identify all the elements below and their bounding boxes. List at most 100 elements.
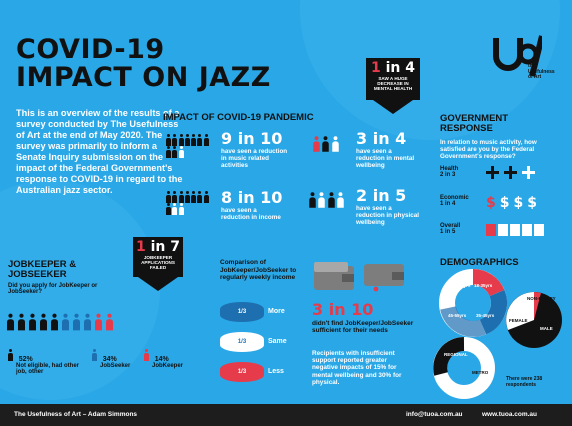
people-icon-group	[166, 134, 216, 158]
person-icon	[51, 313, 58, 331]
footer-email-link[interactable]: info@tuoa.com.au	[406, 411, 463, 418]
person-icon	[309, 192, 316, 208]
wallet-note: Recipients with insufficient support rep…	[312, 350, 402, 386]
overall-block	[534, 224, 544, 236]
person-icon	[191, 191, 197, 203]
dollar-icon: $	[513, 195, 524, 211]
jobkeeper-item: 14% JobKeeper	[144, 348, 200, 369]
person-icon	[203, 134, 209, 146]
government-question: In relation to music activity, how satis…	[440, 139, 537, 161]
comparison-label: Same	[268, 338, 287, 345]
people-icon-group	[7, 313, 118, 331]
gender-label: MALE	[540, 326, 553, 331]
comparison-label: More	[268, 308, 285, 315]
arrow-stat: 1 in 7	[135, 239, 180, 255]
dollar-icon: $	[527, 195, 537, 211]
arrow-tip	[373, 100, 413, 114]
mental-health-arrow: 1 in 4 SAW A HUGE DECREASE IN MENTAL HEA…	[366, 58, 420, 114]
person-icon	[184, 134, 190, 146]
footer: The Usefulness of Art – Adam Simmons inf…	[0, 404, 572, 426]
person-icon	[172, 134, 178, 146]
impact-stat-value: 3 in 4	[356, 129, 407, 148]
people-icon-group	[166, 191, 216, 215]
overall-blocks	[486, 223, 546, 241]
impact-stat-value: 9 in 10	[221, 129, 283, 148]
wallet-stat-text: didn't find JobKeeper/JobSeeker sufficie…	[312, 320, 414, 334]
comparison-level-more: 1/3	[220, 302, 264, 322]
comparison-level-less: 1/3	[220, 362, 264, 382]
gender-label: NON-BINARY	[527, 296, 556, 301]
impact-stat-text: have seen a reduction in income	[221, 207, 281, 222]
comparison-heading: Comparison of JobKeeper/JobSeeker to reg…	[220, 259, 297, 281]
economic-dollars: $ $ $ $	[486, 194, 541, 212]
impact-stat-text: have seen a reduction in physical wellbe…	[356, 205, 419, 227]
impact-stat-value: 2 in 5	[356, 186, 407, 205]
footer-credit: The Usefulness of Art – Adam Simmons	[14, 411, 138, 418]
overall-block	[498, 224, 508, 236]
age-donut-chart	[439, 269, 507, 337]
region-label: METRO	[472, 370, 489, 375]
government-heading: GOVERNMENT RESPONSE	[440, 113, 509, 134]
person-icon	[191, 134, 197, 146]
age-label: 35-45yrs	[476, 313, 495, 318]
jobkeeper-heading: JOBKEEPER & JOBSEEKER	[8, 259, 77, 280]
person-icon	[178, 146, 184, 158]
arrow-stat: 1 in 4	[370, 60, 415, 76]
person-icon	[29, 313, 36, 331]
comparison-label: Less	[268, 368, 284, 375]
person-icon	[197, 134, 203, 146]
people-icon-group	[309, 192, 344, 208]
impact-stat-value: 8 in 10	[221, 188, 283, 207]
person-icon	[40, 313, 47, 331]
person-icon	[172, 191, 178, 203]
person-icon	[62, 313, 69, 331]
demographics-heading: DEMOGRAPHICS	[440, 257, 519, 268]
region-donut-chart	[433, 337, 495, 399]
person-icon	[184, 191, 190, 203]
person-icon	[106, 313, 113, 331]
gov-row-label: Overall 1 in 5	[440, 223, 461, 235]
people-icon-group	[313, 136, 339, 152]
health-cross-icon	[486, 166, 499, 179]
applications-failed-arrow: 1 in 7 JOBKEEPER APPLICATIONS FAILED	[133, 237, 183, 291]
arrow-caption: JOBKEEPER APPLICATIONS FAILED	[141, 255, 175, 270]
person-icon	[166, 191, 171, 203]
person-icon	[331, 136, 339, 152]
person-icon	[144, 349, 149, 361]
person-icon	[327, 192, 335, 208]
person-icon	[197, 191, 203, 203]
jobkeeper-item: 52% Not eligible, had other job, other	[8, 348, 88, 375]
person-icon	[172, 146, 178, 158]
logo-text: the Usefulness of Art	[528, 63, 555, 80]
person-icon	[73, 313, 80, 331]
gender-label: FEMALE	[509, 318, 528, 323]
person-icon	[203, 191, 209, 203]
person-icon	[178, 191, 184, 203]
dollar-icon: $	[499, 195, 510, 211]
overall-block	[486, 224, 496, 236]
intro-text: This is an overview of the results of a …	[16, 108, 183, 195]
overall-block	[510, 224, 520, 236]
footer-web-link[interactable]: www.tuoa.com.au	[482, 411, 538, 418]
age-label: 18-35yrs	[474, 283, 493, 288]
wallet-icon	[314, 262, 354, 290]
gov-row-label: Economic 1 in 4	[440, 195, 469, 207]
gender-pie-chart	[506, 292, 562, 348]
person-icon	[166, 134, 171, 146]
logo-mark-icon	[493, 35, 545, 77]
person-icon	[84, 313, 91, 331]
person-icon	[8, 349, 13, 361]
person-icon	[166, 146, 171, 158]
overall-block	[522, 224, 532, 236]
logo: the Usefulness of Art	[492, 34, 556, 84]
arrow-caption: SAW A HUGE DECREASE IN MENTAL HEALTH	[373, 76, 413, 91]
impact-stat-text: have seen a reduction in mental wellbein…	[356, 148, 415, 170]
health-crosses	[486, 166, 540, 184]
person-icon	[322, 136, 330, 152]
person-icon	[337, 192, 344, 208]
comparison-level-same: 1/3	[220, 332, 264, 352]
page-title: COVID-19 IMPACT ON JAZZ	[16, 34, 271, 93]
jobkeeper-question: Did you apply for JobKeeper or JobSeeker…	[8, 283, 98, 295]
arrow-tip	[138, 277, 178, 291]
age-label: 45-55yrs	[448, 313, 467, 318]
